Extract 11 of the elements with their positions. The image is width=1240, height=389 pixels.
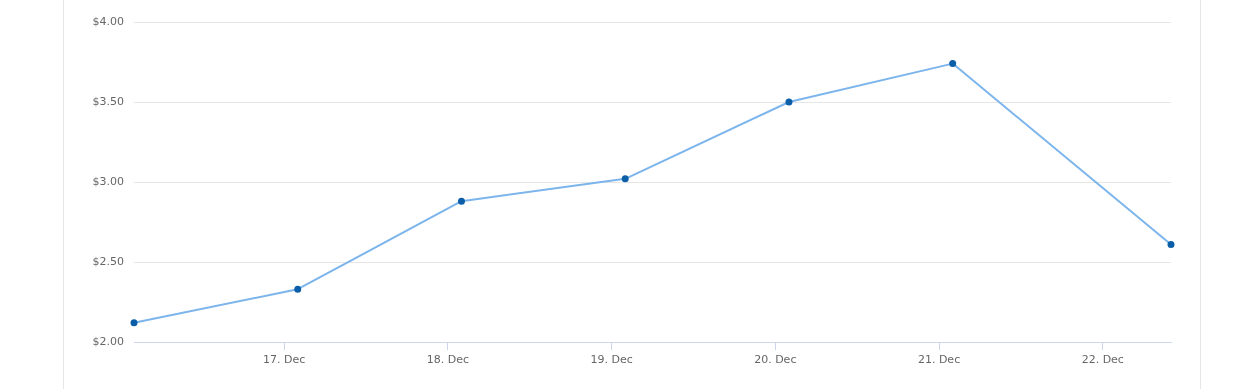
- x-tick-label: 21. Dec: [917, 353, 961, 367]
- y-tick-label: $2.00: [92, 334, 124, 348]
- y-tick-label: $4.00: [92, 14, 124, 28]
- x-tick-label: 19. Dec: [590, 353, 633, 367]
- x-tick-label: 17. Dec: [262, 353, 306, 367]
- x-tick-label: 18. Dec: [426, 353, 469, 367]
- y-tick-label: $3.00: [92, 174, 124, 188]
- x-tick-label: 20. Dec: [754, 353, 797, 367]
- x-tick-label: 22. Dec: [1081, 353, 1124, 367]
- y-tick-label: $3.50: [92, 94, 124, 108]
- y-tick-label: $2.50: [92, 254, 124, 268]
